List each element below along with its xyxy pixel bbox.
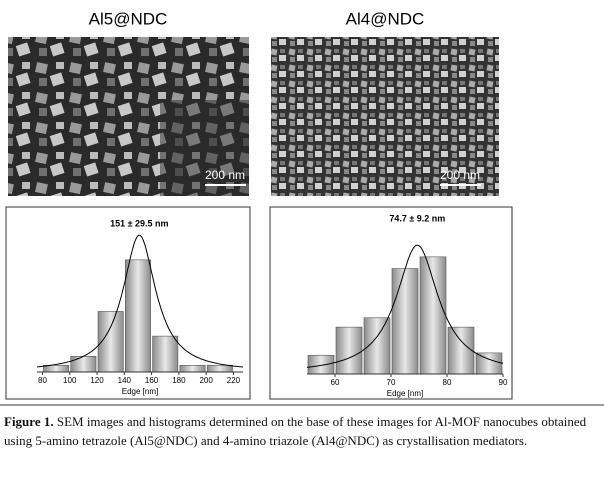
sem-shade xyxy=(160,100,249,196)
bar xyxy=(97,311,124,373)
x-tick-label: 200 xyxy=(199,376,213,385)
x-tick-label: 220 xyxy=(227,376,241,385)
x-tick-label: 70 xyxy=(387,378,396,387)
caption-label: Figure 1. xyxy=(4,414,54,429)
x-axis-label: Edge [nm] xyxy=(122,387,158,396)
panel-title: Al4@NDC xyxy=(346,9,425,28)
x-tick-label: 60 xyxy=(331,378,340,387)
x-tick-label: 120 xyxy=(90,376,104,385)
fit-curve xyxy=(36,234,244,368)
x-tick-label: 180 xyxy=(172,376,186,385)
x-tick-label: 80 xyxy=(38,376,47,385)
x-tick-label: 90 xyxy=(499,378,508,387)
bar xyxy=(307,354,335,375)
sem-image xyxy=(271,37,499,196)
bar xyxy=(447,326,475,375)
bar xyxy=(125,259,151,373)
bar xyxy=(70,355,97,373)
bar xyxy=(475,352,503,375)
chart-title: 74.7 ± 9.2 nm xyxy=(389,213,445,223)
x-axis-label: Edge [nm] xyxy=(387,389,423,398)
chart-frame xyxy=(5,206,251,400)
bar xyxy=(179,364,206,373)
bar xyxy=(391,268,419,375)
x-tick-label: 160 xyxy=(145,376,159,385)
chart-title: 151 ± 29.5 nm xyxy=(110,218,168,228)
panel-title: Al5@NDC xyxy=(89,9,168,28)
bar xyxy=(152,335,179,373)
figure: Al5@NDC Al4@NDC 200 nm 200 nm 151 ± 29.5… xyxy=(0,9,604,406)
chart-frame xyxy=(269,206,513,400)
x-tick-label: 80 xyxy=(443,378,452,387)
bar xyxy=(335,326,363,375)
caption-text: SEM images and histograms determined on … xyxy=(4,414,587,448)
scale-label: 200 nm xyxy=(205,168,245,182)
caption: Figure 1. SEM images and histograms dete… xyxy=(4,412,602,450)
x-tick-label: 140 xyxy=(118,376,132,385)
x-tick-label: 100 xyxy=(63,376,77,385)
bar xyxy=(419,256,447,375)
fit-curve xyxy=(306,244,504,368)
bar xyxy=(206,364,233,373)
scale-label: 200 nm xyxy=(440,168,480,182)
